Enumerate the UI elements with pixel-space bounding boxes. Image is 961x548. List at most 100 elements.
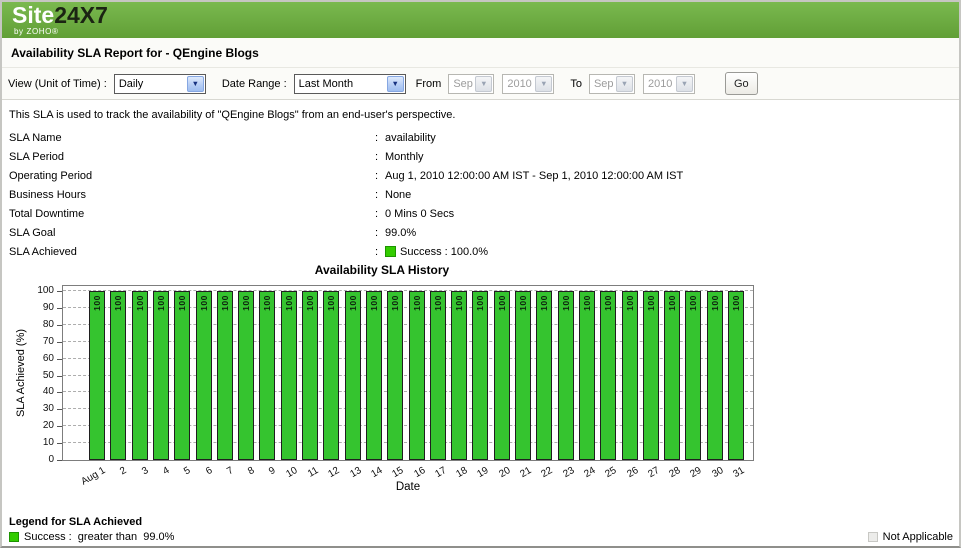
to-year-select[interactable]: 2010 ▼: [642, 73, 695, 94]
bar: 100: [196, 291, 212, 460]
bar: 100: [259, 291, 275, 460]
y-tick-label: 70: [42, 335, 54, 347]
detail-value: availability: [385, 131, 436, 144]
bar: 100: [153, 291, 169, 460]
y-tick-label: 90: [42, 301, 54, 313]
y-tick-mark: [57, 358, 62, 360]
from-year-select[interactable]: 2010 ▼: [502, 73, 555, 94]
detail-colon: :: [375, 188, 379, 201]
y-tick-label: 10: [42, 437, 54, 449]
bar-value-label: 100: [284, 295, 294, 311]
y-tick-mark: [57, 460, 62, 461]
chevron-down-icon: ▼: [535, 75, 553, 92]
bar: 100: [664, 291, 680, 460]
x-tick-label: 6: [204, 465, 215, 478]
detail-value: Monthly: [385, 150, 424, 163]
x-tick-label: 19: [475, 465, 491, 481]
detail-colon: :: [375, 226, 379, 239]
chart-plot: 100 100 100 100 100 100 100 100 100 100 100 100 100 1…: [62, 285, 754, 461]
bar-value-label: 100: [348, 295, 358, 311]
bar: 100: [217, 291, 233, 460]
bar: 100: [430, 291, 446, 460]
bar-value-label: 100: [262, 295, 272, 311]
detail-label: SLA Name: [9, 131, 62, 144]
bar-value-label: 100: [603, 295, 613, 311]
bar: 100: [728, 291, 744, 460]
bar: 100: [281, 291, 297, 460]
bar: 100: [323, 291, 339, 460]
bar: 100: [89, 291, 105, 460]
x-tick-label: 24: [582, 465, 598, 481]
detail-value: 0 Mins 0 Secs: [385, 207, 455, 220]
date-range-select[interactable]: Last Month ▼: [293, 73, 406, 94]
legend-na-swatch-icon: [867, 532, 878, 542]
x-tick-label: 4: [161, 465, 172, 478]
x-tick-label: 8: [246, 465, 257, 478]
bar-value-label: 100: [156, 295, 166, 311]
go-button[interactable]: Go: [724, 72, 758, 95]
y-tick-mark: [57, 307, 62, 309]
detail-row: SLA Name : availability: [9, 128, 959, 147]
title-bar: Availability SLA Report for - QEngine Bl…: [2, 38, 959, 68]
detail-colon: :: [375, 245, 379, 258]
gridline: [63, 306, 753, 308]
x-tick-label: 12: [326, 465, 342, 481]
detail-colon: :: [375, 207, 379, 220]
bar-value-label: 100: [326, 295, 336, 311]
bar: 100: [366, 291, 382, 460]
y-tick-mark: [57, 341, 62, 343]
y-tick-label: 80: [42, 318, 54, 330]
to-month-select[interactable]: Sep ▼: [588, 73, 635, 94]
y-tick-label: 100: [37, 285, 54, 296]
report-controls: View (Unit of Time) : Daily ▼ Date Range…: [2, 68, 959, 100]
logo-text-24x7: 24X7: [54, 2, 108, 28]
bar-value-label: 100: [561, 295, 571, 311]
x-axis-label: Date: [395, 481, 421, 493]
bar: 100: [685, 291, 701, 460]
bar-value-label: 100: [220, 295, 230, 311]
bar-value-label: 100: [518, 295, 528, 311]
x-tick-label: 10: [284, 465, 300, 481]
site24x7-logo[interactable]: Site24X7 by ZOHO®: [12, 4, 108, 36]
bar-value-label: 100: [497, 295, 507, 311]
y-tick-label: 0: [48, 454, 54, 465]
bar-value-label: 100: [92, 295, 102, 311]
gridline: [63, 357, 753, 359]
x-tick-label: 5: [182, 465, 193, 478]
bar: 100: [110, 291, 126, 460]
bar: 100: [515, 291, 531, 460]
page-title: Availability SLA Report for - QEngine Bl…: [11, 45, 259, 60]
chevron-down-icon: ▼: [386, 75, 404, 92]
legend-na-text: Not Applicable: [882, 531, 953, 543]
gridline: [63, 408, 753, 410]
bar-value-label: 100: [199, 295, 209, 311]
y-tick-mark: [57, 291, 62, 292]
sla-achieved-text: Success : 100.0%: [400, 245, 489, 258]
x-tick-label: 16: [412, 465, 428, 481]
detail-label: Operating Period: [9, 169, 93, 182]
x-tick-label: 2: [118, 465, 129, 478]
gridline: [63, 290, 753, 291]
chart-legend: Legend for SLA Achieved Success : greate…: [9, 516, 953, 543]
bar-value-label: 100: [710, 295, 720, 311]
to-month-value: Sep: [593, 77, 614, 90]
from-month-select[interactable]: Sep ▼: [448, 73, 495, 94]
bar-value-label: 100: [625, 295, 635, 311]
legend-na-group: Not Applicable: [867, 531, 953, 543]
view-unit-label: View (Unit of Time) :: [8, 77, 107, 90]
logo-text-site: Site: [12, 2, 55, 28]
x-tick-label: 26: [625, 465, 641, 481]
x-tick-label: 21: [518, 465, 534, 481]
bar: 100: [643, 291, 659, 460]
bar-value-label: 100: [539, 295, 549, 311]
view-select[interactable]: Daily ▼: [113, 73, 206, 94]
bar: 100: [451, 291, 467, 460]
chevron-down-icon: ▼: [475, 75, 493, 92]
x-tick-label: 29: [688, 465, 704, 481]
detail-row: Operating Period : Aug 1, 2010 12:00:00 …: [9, 166, 959, 185]
detail-row: Total Downtime : 0 Mins 0 Secs: [9, 204, 959, 223]
sla-details: SLA Name : availability SLA Period : Mon…: [9, 128, 959, 261]
bar: 100: [536, 291, 552, 460]
chart-title: Availability SLA History: [314, 263, 450, 277]
